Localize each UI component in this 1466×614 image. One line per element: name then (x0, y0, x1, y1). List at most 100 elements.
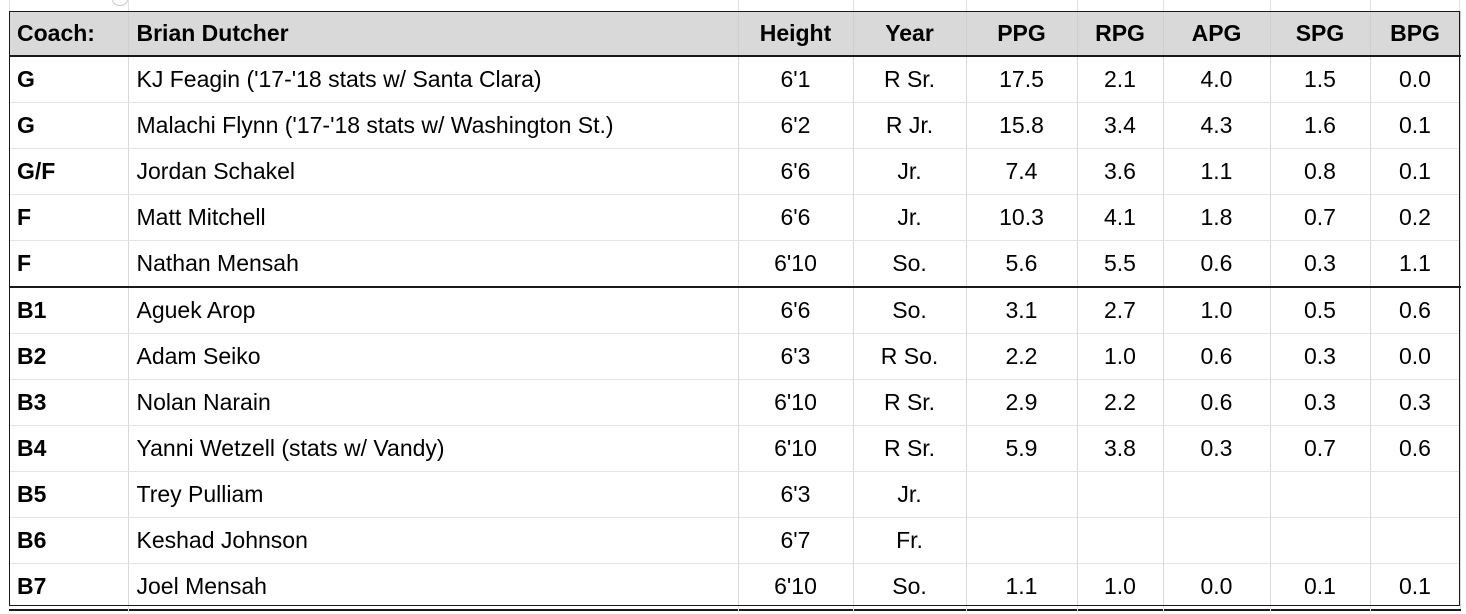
ppg-cell[interactable]: 2.9 (966, 379, 1078, 426)
rpg-header-cell[interactable]: RPG (1077, 11, 1164, 57)
year-cell[interactable]: So. (853, 563, 967, 611)
bpg-header-cell[interactable]: BPG (1370, 11, 1461, 57)
height-cell[interactable]: 6'10 (738, 563, 854, 611)
position-cell[interactable]: G (9, 56, 129, 103)
ppg-cell[interactable]: 7.4 (966, 148, 1078, 195)
ppg-cell[interactable]: 17.5 (966, 56, 1078, 103)
position-cell[interactable]: G/F (9, 148, 129, 195)
year-cell[interactable]: So. (853, 286, 967, 334)
rpg-cell[interactable]: 2.7 (1077, 286, 1164, 334)
position-cell[interactable]: B4 (9, 425, 129, 472)
player-name-cell[interactable]: Adam Seiko (128, 333, 739, 380)
player-name-cell[interactable]: Nolan Narain (128, 379, 739, 426)
player-name-cell[interactable]: Jordan Schakel (128, 148, 739, 195)
spg-cell[interactable]: 0.3 (1270, 333, 1371, 380)
player-name-cell[interactable]: KJ Feagin ('17-'18 stats w/ Santa Clara) (128, 56, 739, 103)
ppg-cell[interactable]: 1.1 (966, 563, 1078, 611)
height-cell[interactable]: 6'3 (738, 333, 854, 380)
rpg-cell[interactable] (1077, 471, 1164, 518)
position-cell[interactable]: B3 (9, 379, 129, 426)
ppg-cell[interactable]: 10.3 (966, 194, 1078, 241)
height-cell[interactable]: 6'10 (738, 240, 854, 288)
rpg-cell[interactable]: 3.8 (1077, 425, 1164, 472)
height-cell[interactable]: 6'6 (738, 148, 854, 195)
year-header-cell[interactable]: Year (853, 11, 967, 57)
position-cell[interactable]: B1 (9, 286, 129, 334)
height-cell[interactable]: 6'10 (738, 379, 854, 426)
apg-cell[interactable]: 0.3 (1163, 425, 1271, 472)
apg-cell[interactable]: 0.6 (1163, 333, 1271, 380)
bpg-cell[interactable]: 1.1 (1370, 240, 1461, 288)
year-cell[interactable]: R Jr. (853, 102, 967, 149)
ppg-cell[interactable]: 15.8 (966, 102, 1078, 149)
height-cell[interactable]: 6'6 (738, 194, 854, 241)
position-cell[interactable]: B7 (9, 563, 129, 611)
player-name-cell[interactable]: Joel Mensah (128, 563, 739, 611)
position-cell[interactable]: F (9, 194, 129, 241)
ppg-cell[interactable] (966, 517, 1078, 564)
bpg-cell[interactable]: 0.1 (1370, 563, 1461, 611)
rpg-cell[interactable]: 4.1 (1077, 194, 1164, 241)
bpg-cell[interactable]: 0.1 (1370, 102, 1461, 149)
spg-cell[interactable]: 0.7 (1270, 194, 1371, 241)
year-cell[interactable]: R Sr. (853, 56, 967, 103)
spg-cell[interactable] (1270, 517, 1371, 564)
height-header-cell[interactable]: Height (738, 11, 854, 57)
position-cell[interactable]: B6 (9, 517, 129, 564)
player-name-cell[interactable]: Yanni Wetzell (stats w/ Vandy) (128, 425, 739, 472)
ppg-cell[interactable] (966, 471, 1078, 518)
rpg-cell[interactable] (1077, 517, 1164, 564)
apg-cell[interactable]: 0.6 (1163, 240, 1271, 288)
apg-cell[interactable]: 1.0 (1163, 286, 1271, 334)
coach-name-cell[interactable]: Brian Dutcher (128, 11, 739, 57)
rpg-cell[interactable]: 3.4 (1077, 102, 1164, 149)
bpg-cell[interactable]: 0.6 (1370, 425, 1461, 472)
spg-header-cell[interactable]: SPG (1270, 11, 1371, 57)
spg-cell[interactable]: 0.7 (1270, 425, 1371, 472)
rpg-cell[interactable]: 2.1 (1077, 56, 1164, 103)
height-cell[interactable]: 6'2 (738, 102, 854, 149)
year-cell[interactable]: Jr. (853, 471, 967, 518)
year-cell[interactable]: Jr. (853, 148, 967, 195)
apg-cell[interactable]: 4.0 (1163, 56, 1271, 103)
ppg-header-cell[interactable]: PPG (966, 11, 1078, 57)
position-cell[interactable]: G (9, 102, 129, 149)
height-cell[interactable]: 6'3 (738, 471, 854, 518)
ppg-cell[interactable]: 5.9 (966, 425, 1078, 472)
spg-cell[interactable]: 1.5 (1270, 56, 1371, 103)
player-name-cell[interactable]: Keshad Johnson (128, 517, 739, 564)
apg-cell[interactable]: 1.8 (1163, 194, 1271, 241)
spg-cell[interactable]: 0.5 (1270, 286, 1371, 334)
player-name-cell[interactable]: Nathan Mensah (128, 240, 739, 288)
player-name-cell[interactable]: Aguek Arop (128, 286, 739, 334)
position-cell[interactable]: B2 (9, 333, 129, 380)
ppg-cell[interactable]: 5.6 (966, 240, 1078, 288)
spg-cell[interactable]: 1.6 (1270, 102, 1371, 149)
apg-cell[interactable]: 0.0 (1163, 563, 1271, 611)
year-cell[interactable]: R Sr. (853, 425, 967, 472)
rpg-cell[interactable]: 1.0 (1077, 563, 1164, 611)
player-name-cell[interactable]: Matt Mitchell (128, 194, 739, 241)
year-cell[interactable]: Fr. (853, 517, 967, 564)
position-cell[interactable]: F (9, 240, 129, 288)
player-name-cell[interactable]: Trey Pulliam (128, 471, 739, 518)
bpg-cell[interactable]: 0.0 (1370, 333, 1461, 380)
bpg-cell[interactable] (1370, 471, 1461, 518)
rpg-cell[interactable]: 2.2 (1077, 379, 1164, 426)
apg-cell[interactable]: 0.6 (1163, 379, 1271, 426)
spg-cell[interactable]: 0.3 (1270, 240, 1371, 288)
rpg-cell[interactable]: 1.0 (1077, 333, 1164, 380)
apg-header-cell[interactable]: APG (1163, 11, 1271, 57)
height-cell[interactable]: 6'10 (738, 425, 854, 472)
player-name-cell[interactable]: Malachi Flynn ('17-'18 stats w/ Washingt… (128, 102, 739, 149)
rpg-cell[interactable]: 5.5 (1077, 240, 1164, 288)
spg-cell[interactable] (1270, 471, 1371, 518)
height-cell[interactable]: 6'7 (738, 517, 854, 564)
bpg-cell[interactable] (1370, 517, 1461, 564)
year-cell[interactable]: So. (853, 240, 967, 288)
position-cell[interactable]: B5 (9, 471, 129, 518)
year-cell[interactable]: Jr. (853, 194, 967, 241)
year-cell[interactable]: R Sr. (853, 379, 967, 426)
ppg-cell[interactable]: 2.2 (966, 333, 1078, 380)
rpg-cell[interactable]: 3.6 (1077, 148, 1164, 195)
